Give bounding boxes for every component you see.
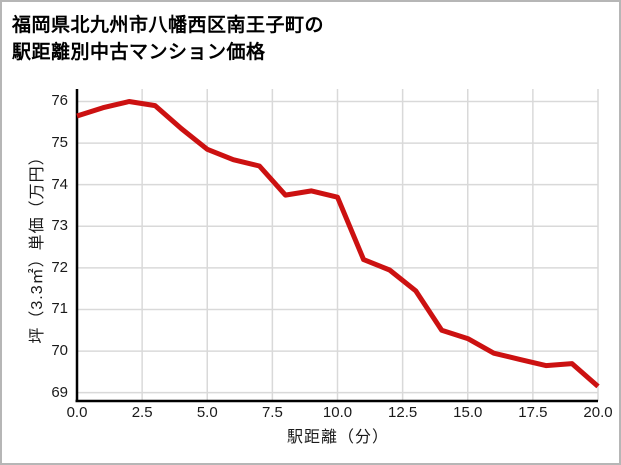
x-tick-label: 17.5 xyxy=(518,404,548,421)
y-tick-label: 70 xyxy=(51,342,68,360)
x-tick-label: 15.0 xyxy=(453,404,483,421)
x-tick-label: 12.5 xyxy=(388,404,418,421)
y-tick-label: 73 xyxy=(51,217,68,235)
y-tick-label: 75 xyxy=(51,134,68,152)
chart-title-line2: 駅距離別中古マンション価格 xyxy=(12,42,266,63)
x-tick-label: 2.5 xyxy=(131,404,153,421)
x-tick-label: 0.0 xyxy=(66,404,88,421)
x-tick-label: 10.0 xyxy=(322,404,353,421)
x-tick-label: 20.0 xyxy=(583,404,613,421)
x-axis-title: 駅距離（分） xyxy=(286,429,389,446)
x-tick-label: 5.0 xyxy=(196,404,218,421)
y-tick-label: 71 xyxy=(51,300,68,318)
price-line-series xyxy=(76,99,600,389)
x-tick-label: 7.5 xyxy=(261,404,283,421)
chart-title: 福岡県北九州市八幡西区南王子町の 駅距離別中古マンション価格 xyxy=(12,12,324,66)
y-tick-label: 69 xyxy=(51,383,68,401)
y-axis-title: 坪（3.3㎡）単価（万円） xyxy=(29,148,46,344)
chart-title-line1: 福岡県北九州市八幡西区南王子町の xyxy=(12,15,325,36)
y-tick-label: 72 xyxy=(51,258,68,276)
y-tick-label: 76 xyxy=(51,92,68,110)
y-tick-label: 74 xyxy=(51,175,68,193)
